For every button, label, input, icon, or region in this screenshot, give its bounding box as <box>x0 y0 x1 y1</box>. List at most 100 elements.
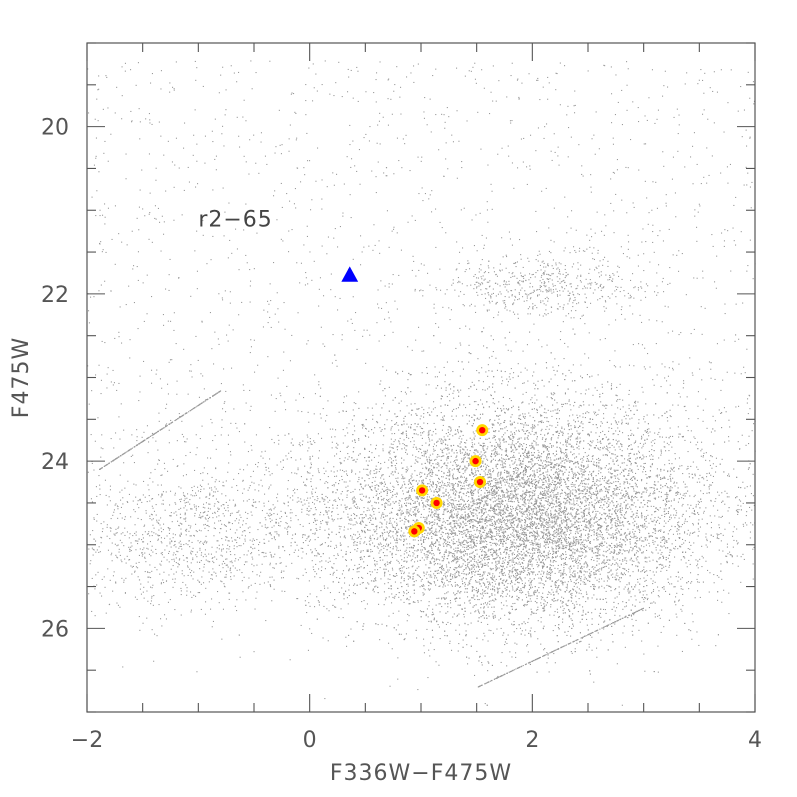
background-point <box>516 489 518 491</box>
background-point <box>645 403 647 405</box>
background-point <box>466 548 468 550</box>
background-point <box>435 312 437 314</box>
background-point <box>512 567 514 569</box>
background-point <box>583 510 585 512</box>
background-point <box>485 371 487 373</box>
background-point <box>529 560 531 562</box>
background-point <box>408 572 410 574</box>
background-point <box>617 477 619 479</box>
background-point <box>442 441 444 443</box>
background-point <box>526 539 528 541</box>
background-point <box>405 633 407 635</box>
background-point <box>457 604 459 606</box>
background-point <box>486 581 488 583</box>
background-point <box>480 542 482 544</box>
background-point <box>359 535 361 537</box>
background-point <box>474 555 476 557</box>
background-point <box>504 587 506 589</box>
background-point <box>574 648 576 650</box>
background-point <box>556 502 558 504</box>
background-point <box>322 520 324 522</box>
background-point <box>596 546 598 548</box>
background-point <box>595 570 597 572</box>
background-point <box>643 416 645 418</box>
background-point <box>457 650 459 652</box>
background-point <box>602 554 604 556</box>
background-point <box>568 436 570 438</box>
background-point <box>505 600 507 602</box>
background-point <box>556 498 558 500</box>
background-point <box>481 469 483 471</box>
background-point <box>600 639 602 641</box>
background-point <box>687 430 689 432</box>
background-point <box>504 484 506 486</box>
background-point <box>623 568 625 570</box>
background-point <box>486 525 488 527</box>
background-point <box>534 513 536 515</box>
background-point <box>468 505 470 507</box>
background-point <box>342 410 344 412</box>
background-point <box>552 394 554 396</box>
background-point <box>492 524 494 526</box>
background-point <box>445 533 447 535</box>
background-point <box>481 575 483 577</box>
background-point <box>490 600 492 602</box>
background-point <box>447 606 449 608</box>
background-point <box>568 422 570 424</box>
background-point <box>619 408 621 410</box>
background-point <box>545 486 547 488</box>
background-point <box>498 619 500 621</box>
background-point <box>466 545 468 547</box>
background-point <box>638 491 640 493</box>
background-point <box>590 497 592 499</box>
background-point <box>563 564 565 566</box>
background-point <box>442 424 444 426</box>
background-point <box>468 583 470 585</box>
background-point <box>671 487 673 489</box>
background-point <box>428 499 430 501</box>
background-point <box>492 558 494 560</box>
background-point <box>433 613 435 615</box>
background-point <box>464 442 466 444</box>
background-point <box>491 494 493 496</box>
background-point <box>428 436 430 438</box>
background-point <box>490 473 492 475</box>
background-point <box>448 456 450 458</box>
background-point <box>611 427 613 429</box>
background-point <box>564 540 566 542</box>
background-point <box>451 649 453 651</box>
background-point <box>665 556 667 558</box>
background-point <box>546 555 548 557</box>
background-point <box>581 637 583 639</box>
background-point <box>526 369 528 371</box>
background-point <box>582 544 584 546</box>
background-point <box>490 461 492 463</box>
background-point <box>528 450 530 452</box>
background-point <box>523 569 525 571</box>
background-point <box>379 414 381 416</box>
background-point <box>346 395 348 397</box>
background-point <box>544 493 546 495</box>
background-point <box>643 540 645 542</box>
background-point <box>588 646 590 648</box>
background-point <box>492 386 494 388</box>
background-point <box>645 474 647 476</box>
background-point <box>522 477 524 479</box>
background-point <box>410 391 412 393</box>
background-point <box>483 327 485 329</box>
background-point <box>472 509 474 511</box>
background-point <box>575 601 577 603</box>
background-point <box>544 525 546 527</box>
background-point <box>528 572 530 574</box>
background-point <box>584 534 586 536</box>
background-point <box>426 522 428 524</box>
background-point <box>700 455 702 457</box>
background-point <box>601 536 603 538</box>
background-point <box>467 624 469 626</box>
background-point <box>553 487 555 489</box>
background-point <box>449 433 451 435</box>
background-point <box>608 509 610 511</box>
background-point <box>597 413 599 415</box>
background-point <box>473 555 475 557</box>
background-point <box>526 524 528 526</box>
